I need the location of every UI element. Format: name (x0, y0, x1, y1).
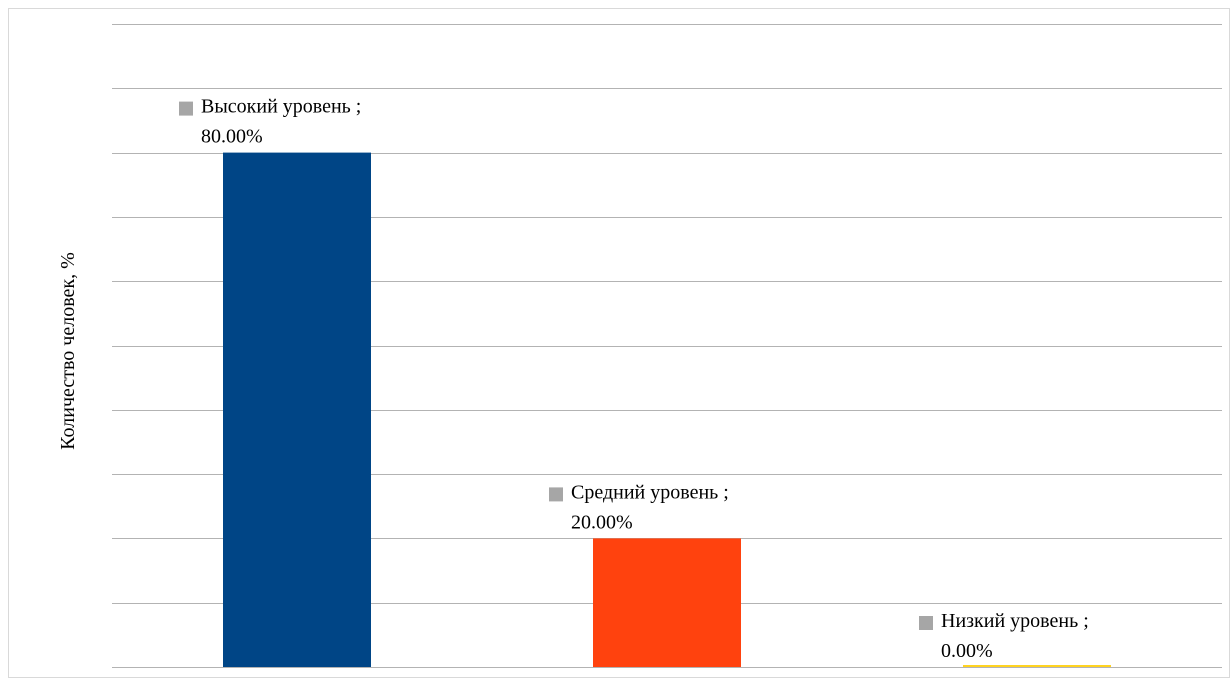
bars (223, 152, 1111, 668)
bar-3 (963, 665, 1111, 667)
data-label-category-1: Высокий уровень ; (201, 96, 361, 118)
data-label-category-2: Средний уровень ; (571, 481, 729, 503)
data-label-marker-3 (919, 616, 933, 630)
data-label-value-1: 80.00% (201, 126, 263, 148)
data-label-value-3: 0.00% (941, 640, 993, 662)
data-label-value-2: 20.00% (571, 511, 633, 533)
bar-2 (593, 538, 741, 667)
data-label-marker-1 (179, 101, 193, 116)
y-axis-label: Количество человек, % (57, 252, 79, 450)
bar-1 (223, 152, 371, 668)
data-label-marker-2 (549, 487, 563, 502)
data-labels: Высокий уровень ; 80.00% Средний уровень ;… (179, 96, 1089, 662)
data-label-category-3: Низкий уровень ; (941, 610, 1089, 632)
